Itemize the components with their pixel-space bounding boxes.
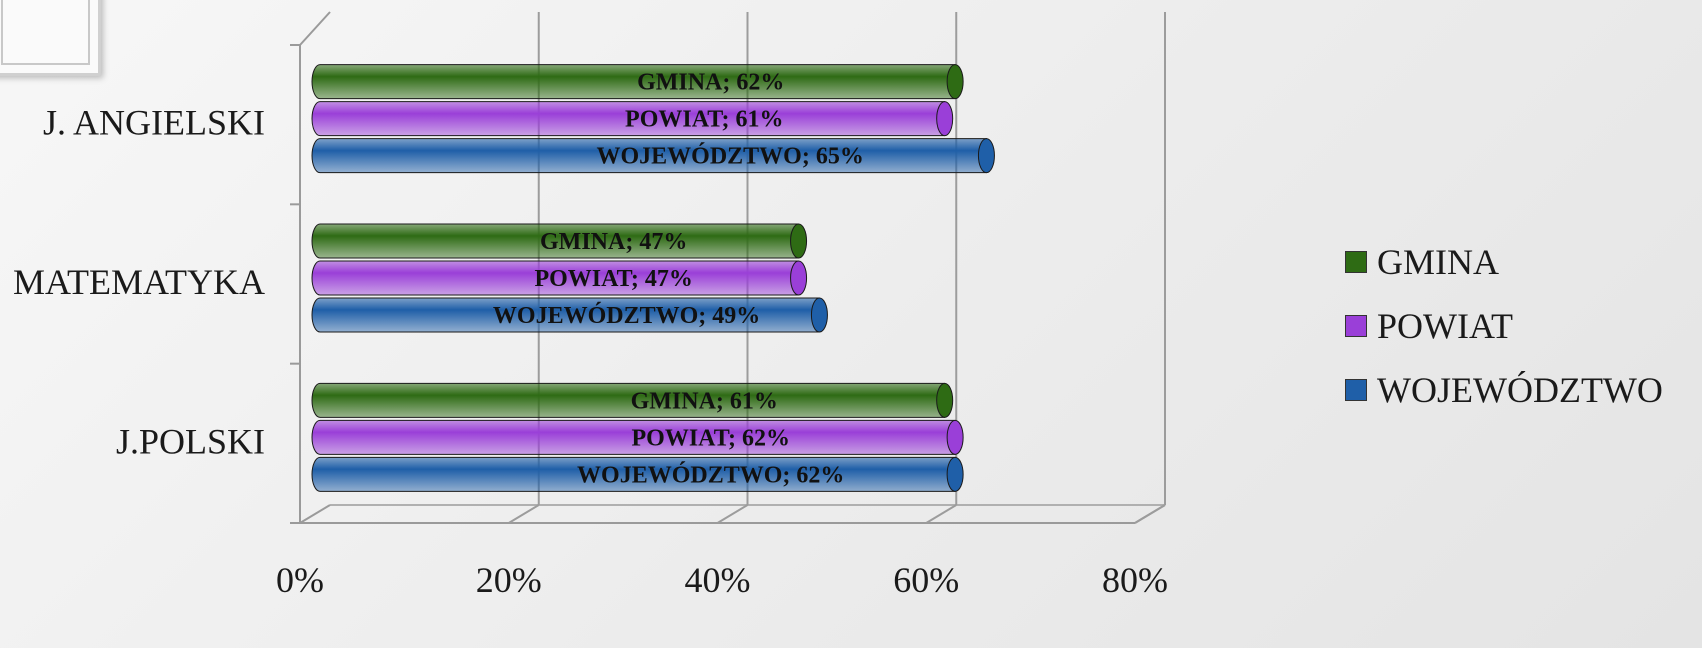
- data-label-powiat-matematyka: POWIAT; 47%: [534, 266, 692, 292]
- x-tick-label: 40%: [685, 560, 751, 600]
- x-tick-label: 80%: [1102, 560, 1168, 600]
- legend-swatch-gmina: [1345, 251, 1367, 273]
- logo-frame: [0, 0, 101, 76]
- bar-wojewodztwo-j-angielski: [311, 138, 987, 174]
- x-tick-label: 60%: [893, 560, 959, 600]
- bar-gmina-j-polski: [311, 382, 946, 418]
- legend-label-wojewodztwo: WOJEWÓDZTWO: [1377, 370, 1663, 410]
- bar-powiat-j-polski-cap: [946, 419, 964, 455]
- bar-wojewodztwo-j-angielski-cap: [977, 138, 995, 174]
- gridline-floor: [925, 504, 957, 524]
- bar-gmina-j-angielski: [311, 64, 956, 100]
- y-axis-top-edge: [299, 11, 331, 46]
- bar-gmina-j-polski-cap: [936, 382, 954, 418]
- gridline-floor: [508, 504, 540, 524]
- gridline-floor: [1134, 504, 1166, 524]
- legend-item-wojewodztwo: WOJEWÓDZTWO: [1345, 358, 1663, 422]
- bar-wojewodztwo-j-polski: [311, 456, 956, 492]
- category-label-j-angielski: J. ANGIELSKI: [43, 103, 265, 143]
- data-label-wojewodztwo-j-polski: WOJEWÓDZTWO; 62%: [577, 461, 844, 488]
- data-label-wojewodztwo-j-angielski: WOJEWÓDZTWO; 65%: [596, 143, 863, 170]
- legend-label-powiat: POWIAT: [1377, 306, 1513, 346]
- legend-swatch-powiat: [1345, 315, 1367, 337]
- bar-wojewodztwo-matematyka-cap: [810, 297, 828, 333]
- gridline-floor: [716, 504, 749, 524]
- bar-wojewodztwo-j-polski-cap: [946, 456, 964, 492]
- legend-item-powiat: POWIAT: [1345, 294, 1663, 358]
- x-tick-label: 0%: [276, 560, 324, 600]
- legend: GMINA POWIAT WOJEWÓDZTWO: [1345, 230, 1663, 422]
- x-tick-label: 20%: [476, 560, 542, 600]
- bar-wojewodztwo-matematyka: [311, 297, 820, 333]
- bar-powiat-matematyka-cap: [790, 260, 808, 296]
- bar-gmina-matematyka: [311, 223, 800, 259]
- data-label-gmina-j-angielski: GMINA; 62%: [637, 70, 784, 96]
- data-label-wojewodztwo-matematyka: WOJEWÓDZTWO; 49%: [493, 302, 760, 329]
- floor-left-edge: [299, 504, 331, 524]
- bar-powiat-j-angielski-cap: [936, 101, 954, 137]
- data-label-gmina-j-polski: GMINA; 61%: [631, 388, 778, 414]
- bar-powiat-j-polski: [311, 419, 956, 455]
- category-label-j-polski: J.POLSKI: [116, 421, 265, 461]
- legend-label-gmina: GMINA: [1377, 242, 1499, 282]
- data-label-powiat-j-angielski: POWIAT; 61%: [625, 107, 783, 133]
- data-label-gmina-matematyka: GMINA; 47%: [540, 229, 687, 255]
- bar-powiat-matematyka: [311, 260, 800, 296]
- category-label-matematyka: MATEMATYKA: [13, 262, 265, 302]
- bar-powiat-j-angielski: [311, 101, 946, 137]
- legend-item-gmina: GMINA: [1345, 230, 1663, 294]
- data-label-powiat-j-polski: POWIAT; 62%: [632, 425, 790, 451]
- bar-gmina-j-angielski-cap: [946, 64, 964, 100]
- bar-gmina-matematyka-cap: [790, 223, 808, 259]
- legend-swatch-wojewodztwo: [1345, 379, 1367, 401]
